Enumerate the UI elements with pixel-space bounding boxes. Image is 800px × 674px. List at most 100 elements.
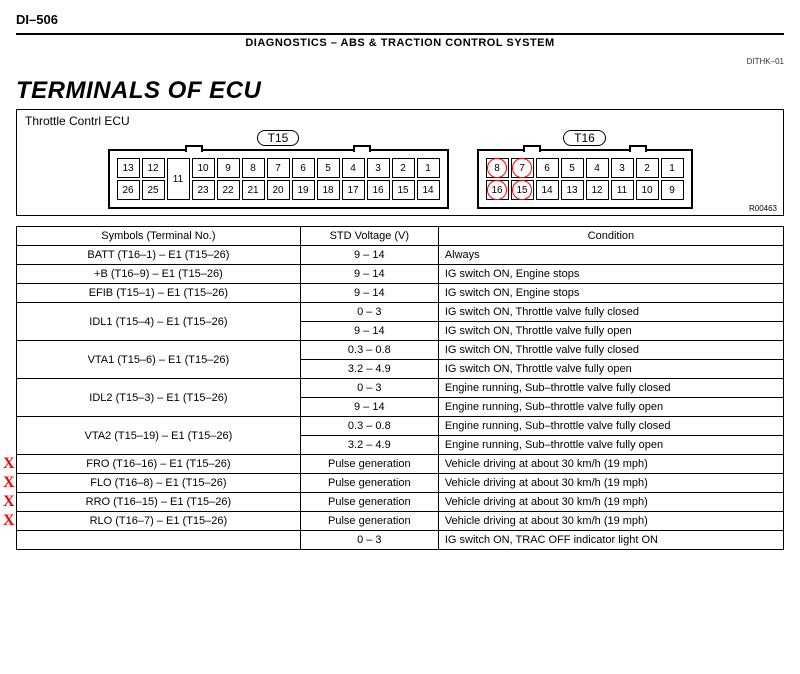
pin: 16 [367,180,390,200]
cell-condition: IG switch ON, Throttle valve fully open [438,322,783,341]
table-row: FRO (T16–16) – E1 (T15–26)XPulse generat… [17,455,784,474]
cell-condition: IG switch ON, Engine stops [438,284,783,303]
table-row: FLO (T16–8) – E1 (T15–26)XPulse generati… [17,474,784,493]
table-row: VTA2 (T15–19) – E1 (T15–26)0.3 – 0.8Engi… [17,417,784,436]
cell-symbol: FLO (T16–8) – E1 (T15–26)X [17,474,301,493]
cell-symbol: FRO (T16–16) – E1 (T15–26)X [17,455,301,474]
cell-symbol: IDL2 (T15–3) – E1 (T15–26) [17,379,301,417]
cell-voltage: 9 – 14 [300,398,438,417]
table-row: RRO (T16–15) – E1 (T15–26)XPulse generat… [17,493,784,512]
table-row: BATT (T16–1) – E1 (T15–26)9 – 14Always [17,246,784,265]
pin: 23 [192,180,215,200]
page-code: DI–506 [16,12,58,27]
pin: 21 [242,180,265,200]
x-mark: X [3,512,15,530]
pin: 3 [367,158,390,178]
table-row: +B (T16–9) – E1 (T15–26)9 – 14IG switch … [17,265,784,284]
cell-voltage: Pulse generation [300,455,438,474]
x-mark: X [3,493,15,511]
pin: 16 [486,180,509,200]
pin: 26 [117,180,140,200]
col-condition: Condition [438,227,783,246]
page-header: DI–506 [16,12,784,27]
pin: 10 [636,180,659,200]
diagram-title: Throttle Contrl ECU [25,114,775,128]
table-row: 0 – 3IG switch ON, TRAC OFF indicator li… [17,531,784,550]
pin: 17 [342,180,365,200]
cell-symbol: RRO (T16–15) – E1 (T15–26)X [17,493,301,512]
cell-voltage: 0 – 3 [300,379,438,398]
cell-condition: IG switch ON, Throttle valve fully close… [438,303,783,322]
pin: 5 [561,158,584,178]
cell-condition: Vehicle driving at about 30 km/h (19 mph… [438,493,783,512]
pin: 6 [292,158,315,178]
pin: 15 [392,180,415,200]
pin: 6 [536,158,559,178]
pin: 11 [167,158,190,200]
pin: 9 [217,158,240,178]
cell-voltage: Pulse generation [300,512,438,531]
cell-condition: Engine running, Sub–throttle valve fully… [438,379,783,398]
cell-voltage: Pulse generation [300,474,438,493]
cell-voltage: 9 – 14 [300,265,438,284]
pin: 2 [636,158,659,178]
cell-condition: Engine running, Sub–throttle valve fully… [438,417,783,436]
connector-body: 1312111098765432126252322212019181716151… [108,149,449,209]
cell-condition: IG switch ON, Throttle valve fully open [438,360,783,379]
cell-condition: IG switch ON, TRAC OFF indicator light O… [438,531,783,550]
pin: 12 [586,180,609,200]
cell-voltage: 0.3 – 0.8 [300,341,438,360]
cell-condition: Engine running, Sub–throttle valve fully… [438,398,783,417]
x-mark: X [3,455,15,473]
cell-condition: Vehicle driving at about 30 km/h (19 mph… [438,474,783,493]
pin: 4 [586,158,609,178]
pin: 7 [267,158,290,178]
cell-symbol [17,531,301,550]
cell-condition: Always [438,246,783,265]
table-row: IDL1 (T15–4) – E1 (T15–26)0 – 3IG switch… [17,303,784,322]
pin: 18 [317,180,340,200]
terminal-table: Symbols (Terminal No.) STD Voltage (V) C… [16,226,784,550]
cell-symbol: VTA2 (T15–19) – E1 (T15–26) [17,417,301,455]
header-section: DIAGNOSTICS – ABS & TRACTION CONTROL SYS… [76,37,724,49]
cell-voltage: 3.2 – 4.9 [300,436,438,455]
x-mark: X [3,474,15,492]
col-symbols: Symbols (Terminal No.) [17,227,301,246]
pin: 12 [142,158,165,178]
cell-condition: Engine running, Sub–throttle valve fully… [438,436,783,455]
connector-body: 87654321161514131211109 [477,149,693,209]
cell-voltage: 3.2 – 4.9 [300,360,438,379]
connector-label: T16 [563,130,606,146]
table-row: VTA1 (T15–6) – E1 (T15–26)0.3 – 0.8IG sw… [17,341,784,360]
pin: 15 [511,180,534,200]
cell-condition: IG switch ON, Engine stops [438,265,783,284]
pin: 13 [117,158,140,178]
pin: 19 [292,180,315,200]
cell-symbol: +B (T16–9) – E1 (T15–26) [17,265,301,284]
pin: 20 [267,180,290,200]
table-row: IDL2 (T15–3) – E1 (T15–26)0 – 3Engine ru… [17,379,784,398]
doc-ref: DITHK–01 [747,57,784,66]
table-row: EFIB (T15–1) – E1 (T15–26)9 – 14IG switc… [17,284,784,303]
pin: 4 [342,158,365,178]
pin: 22 [217,180,240,200]
cell-voltage: 0.3 – 0.8 [300,417,438,436]
pin: 10 [192,158,215,178]
connector-label: T15 [257,130,300,146]
cell-voltage: 9 – 14 [300,246,438,265]
pin: 7 [511,158,534,178]
cell-symbol: BATT (T16–1) – E1 (T15–26) [17,246,301,265]
cell-condition: IG switch ON, Throttle valve fully close… [438,341,783,360]
cell-symbol: EFIB (T15–1) – E1 (T15–26) [17,284,301,303]
pin: 14 [417,180,440,200]
cell-symbol: IDL1 (T15–4) – E1 (T15–26) [17,303,301,341]
pin: 8 [242,158,265,178]
pin: 5 [317,158,340,178]
connector-diagram: Throttle Contrl ECU T1513121110987654321… [16,109,784,216]
pin: 1 [661,158,684,178]
cell-voltage: 0 – 3 [300,303,438,322]
pin: 2 [392,158,415,178]
cell-symbol: RLO (T16–7) – E1 (T15–26)X [17,512,301,531]
pin: 8 [486,158,509,178]
page-title: TERMINALS OF ECU [16,77,784,105]
